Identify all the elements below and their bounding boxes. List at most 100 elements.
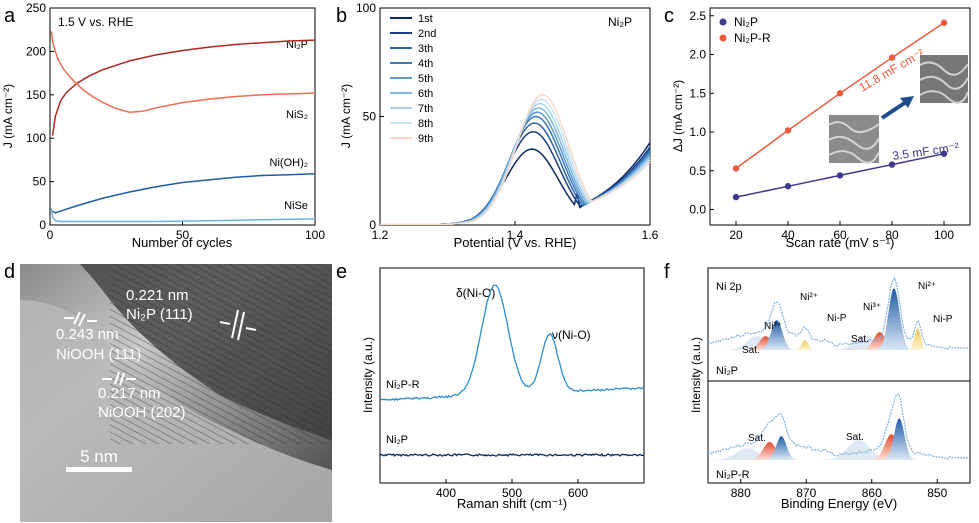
chart-a: 1.5 V vs. RHE Number of cycles J (mA cm⁻… bbox=[1, 7, 316, 250]
chart-b-legend-label-2: 3th bbox=[418, 43, 433, 55]
tem-label-spacing-2: 0.243 nm bbox=[56, 326, 119, 343]
panel-letter-a: a bbox=[4, 5, 16, 27]
legend-a-nioh2: Ni(OH)₂ bbox=[270, 157, 308, 169]
chart-c-xlabel: Scan rate (mV s⁻¹) bbox=[786, 235, 895, 250]
chart-c-ytick-label: 0.0 bbox=[689, 203, 706, 217]
peak-label-nu: ν(Ni-O) bbox=[552, 328, 591, 342]
chart-c-point-0-4 bbox=[940, 150, 948, 157]
chart-b-series-line-8 bbox=[380, 94, 651, 226]
chart-a-ytick-label: 0 bbox=[39, 218, 46, 232]
chart-b-legend-label-0: 1st bbox=[418, 13, 433, 25]
chart-f-top-ni2-peak-2 bbox=[871, 288, 918, 350]
tem-lattice-fringes bbox=[110, 264, 332, 444]
fringe-marker-1 bbox=[219, 309, 257, 341]
scale-bar bbox=[66, 467, 132, 472]
chart-a-ytick-label: 200 bbox=[26, 44, 46, 58]
panel-letter-c: c bbox=[664, 5, 674, 27]
chart-f-xtick-label: 870 bbox=[796, 486, 816, 500]
chart-f-top-peak-label-5: Sat. bbox=[851, 334, 869, 345]
panel-letter-f: f bbox=[664, 261, 670, 283]
fringe-marker-3 bbox=[102, 371, 136, 386]
chart-a-series-line-1 bbox=[50, 31, 316, 113]
chart-c-xtick-label: 80 bbox=[885, 228, 899, 242]
chart-c-ylabel: ΔJ (mA cm⁻²) bbox=[671, 80, 685, 152]
chart-b-annotation: Ni₂P bbox=[608, 15, 632, 29]
chart-e-xlabel: Raman shift (cm⁻¹) bbox=[457, 496, 567, 511]
chart-b-legend-label-5: 6th bbox=[418, 88, 433, 100]
chart-b-xtick-label: 1.6 bbox=[642, 228, 659, 242]
chart-c-fit-label-ni2p: 3.5 mF cm⁻² bbox=[891, 140, 959, 163]
chart-f-top-ni2-peak-1 bbox=[754, 320, 801, 350]
chart-f-bot-ni2-peak-2 bbox=[878, 418, 921, 460]
chart-f-top-ni3-peak-1 bbox=[740, 336, 792, 350]
chart-marks: 0 50 100 0 50 100 150 200 250 1.2 1.4 1.6 0 50 100 1st 2… bbox=[26, 1, 970, 500]
chart-f-subplot-label-2: Ni₂P-R bbox=[716, 469, 750, 481]
chart-f-top-peak-label-7: Ni-P bbox=[933, 314, 953, 325]
sem-inset-ni2p-texture bbox=[828, 121, 880, 164]
chart-a-xlabel: Number of cycles bbox=[132, 235, 233, 250]
chart-b-legend-label-1: 2nd bbox=[418, 28, 436, 40]
tem-label-plane-3: NiOOH (202) bbox=[98, 404, 186, 421]
legend-a-ni2p: Ni₂P bbox=[286, 39, 308, 51]
chart-b-xlabel: Potential (V vs. RHE) bbox=[454, 235, 577, 250]
chart-b-ylabel: J (mA cm⁻²) bbox=[339, 84, 353, 148]
chart-c-xtick-label: 100 bbox=[934, 228, 954, 242]
chart-e: Raman shift (cm⁻¹) Intensity (a.u.) Ni₂P… bbox=[361, 267, 645, 511]
chart-b-legend-label-4: 5th bbox=[418, 73, 433, 85]
chart-e-xtick-label: 400 bbox=[436, 486, 456, 500]
chart-c-ytick-label: 2.5 bbox=[689, 9, 706, 23]
tem-label-spacing-1: 0.221 nm bbox=[126, 287, 189, 304]
chart-f-bot-ni2-peak-1 bbox=[760, 436, 803, 460]
chart-f-xtick-label: 880 bbox=[731, 486, 751, 500]
tem-label-spacing-3: 0.217 nm bbox=[98, 385, 161, 402]
chart-c-point-1-0 bbox=[732, 165, 740, 172]
chart-a-series-line-3 bbox=[50, 208, 316, 223]
chart-c-point-1-1 bbox=[784, 127, 792, 134]
legend-c-ni2p: Ni₂P bbox=[734, 15, 758, 29]
chart-a-xtick-label: 0 bbox=[47, 228, 54, 242]
chart-c-point-1-4 bbox=[940, 19, 948, 26]
chart-f-top-peak-label-1: Ni²⁺ bbox=[800, 292, 818, 303]
panel-letter-b: b bbox=[336, 5, 347, 27]
chart-b-legend-label-8: 9th bbox=[418, 133, 433, 145]
chart-b-legend-label-3: 4th bbox=[418, 58, 433, 70]
chart-b-xtick-label: 1.2 bbox=[372, 228, 389, 242]
legend-c-ni2pr: Ni₂P-R bbox=[734, 31, 771, 45]
sem-arrow bbox=[880, 100, 908, 120]
chart-c-ytick-label: 0.5 bbox=[689, 164, 706, 178]
chart-c-xtick-label: 40 bbox=[781, 228, 795, 242]
chart-f-top-nip-peak-1 bbox=[792, 340, 819, 350]
legend-c-ni2p-marker bbox=[719, 18, 727, 26]
chart-c: Scan rate (mV s⁻¹) ΔJ (mA cm⁻²) Ni₂P Ni₂… bbox=[671, 7, 971, 250]
chart-b-ytick-label: 100 bbox=[356, 1, 376, 15]
chart-c-point-0-1 bbox=[784, 183, 792, 190]
chart-e-ylabel: Intensity (a.u.) bbox=[361, 337, 375, 413]
chart-f-top-sat-peak-2 bbox=[823, 336, 909, 350]
chart-b-ytick-label: 0 bbox=[369, 218, 376, 232]
tem-label-plane-2: NiOOH (111) bbox=[56, 346, 141, 363]
chart-f-xtick-label: 850 bbox=[927, 486, 947, 500]
chart-a-ylabel: J (mA cm⁻²) bbox=[1, 84, 15, 148]
chart-f-top-spectrum bbox=[707, 276, 970, 350]
chart-f-top-peak-label-3: Ni-P bbox=[827, 313, 847, 324]
chart-b-ytick-label: 50 bbox=[363, 110, 377, 124]
chart-c-point-1-2 bbox=[836, 90, 844, 97]
chart-e-series-line-0 bbox=[379, 284, 645, 402]
chart-f-ylabel: Intensity (a.u.) bbox=[689, 337, 703, 413]
chart-c-point-0-2 bbox=[836, 172, 844, 179]
chart-a-xtick-label: 100 bbox=[305, 228, 325, 242]
chart-f-bot-peak-label-1: Sat. bbox=[846, 432, 864, 443]
chart-f-xtick-label: 860 bbox=[862, 486, 882, 500]
legend-c-ni2pr-marker bbox=[719, 34, 727, 42]
fringe-marker-2 bbox=[64, 311, 97, 327]
chart-f-bot-spectrum bbox=[707, 393, 970, 460]
chart-b-xtick-label: 1.4 bbox=[507, 228, 524, 242]
chart-b: Ni₂P Potential (V vs. RHE) J (mA cm⁻²) bbox=[339, 7, 651, 250]
tem-label-plane-1: Ni₂P (111) bbox=[126, 306, 193, 323]
chart-f-top-peak-label-0: Ni³⁺ bbox=[764, 321, 782, 332]
chart-f-bot-peak-label-0: Sat. bbox=[748, 433, 766, 444]
chart-e-frame bbox=[379, 267, 645, 484]
chart-e-series-line-1 bbox=[379, 452, 645, 457]
chart-e-xtick-label: 500 bbox=[502, 486, 522, 500]
